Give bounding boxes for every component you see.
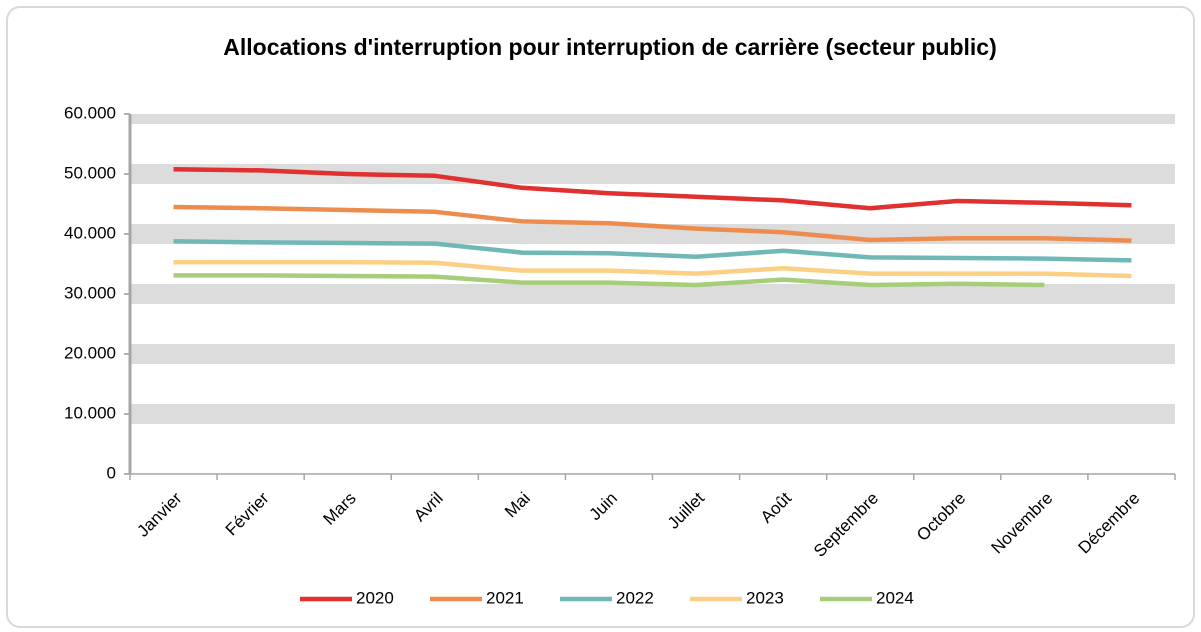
x-tick-label: Octobre	[913, 489, 969, 545]
grid-band	[130, 404, 1175, 424]
x-tick-label: Juillet	[664, 488, 708, 532]
x-tick-label: Avril	[410, 489, 447, 526]
legend-label: 2021	[486, 588, 524, 607]
x-tick-label: Décembre	[1075, 489, 1144, 558]
y-tick-label: 30.000	[64, 283, 116, 302]
y-tick-label: 20.000	[64, 343, 116, 362]
x-tick-label: Mars	[320, 489, 360, 529]
x-tick-label: Novembre	[987, 489, 1056, 558]
y-tick-label: 40.000	[64, 223, 116, 242]
x-tick-label: Juin	[585, 489, 620, 524]
y-tick-label: 60.000	[64, 103, 116, 122]
legend-label: 2023	[746, 588, 784, 607]
x-tick-label: Septembre	[810, 489, 882, 561]
chart-card	[6, 6, 1195, 628]
legend-label: 2020	[356, 588, 394, 607]
y-tick-label: 50.000	[64, 163, 116, 182]
grid-band	[130, 164, 1175, 184]
grid-band	[130, 344, 1175, 364]
x-tick-label: Mai	[501, 489, 534, 522]
series-line	[173, 238, 1132, 263]
grid-band	[130, 284, 1175, 304]
series-line	[173, 273, 1045, 288]
y-tick-label: 0	[107, 463, 116, 482]
legend-label: 2022	[616, 588, 654, 607]
x-tick-label: Janvier	[133, 488, 185, 540]
series-line	[173, 259, 1132, 279]
x-tick-label: Février	[222, 488, 273, 539]
series-line	[173, 204, 1132, 243]
x-tick-label: Août	[757, 488, 795, 526]
grid-band	[130, 114, 1175, 124]
chart-title: Allocations d'interruption pour interrup…	[223, 34, 997, 60]
series-line	[173, 166, 1132, 211]
y-tick-label: 10.000	[64, 403, 116, 422]
legend-label: 2024	[876, 588, 914, 607]
